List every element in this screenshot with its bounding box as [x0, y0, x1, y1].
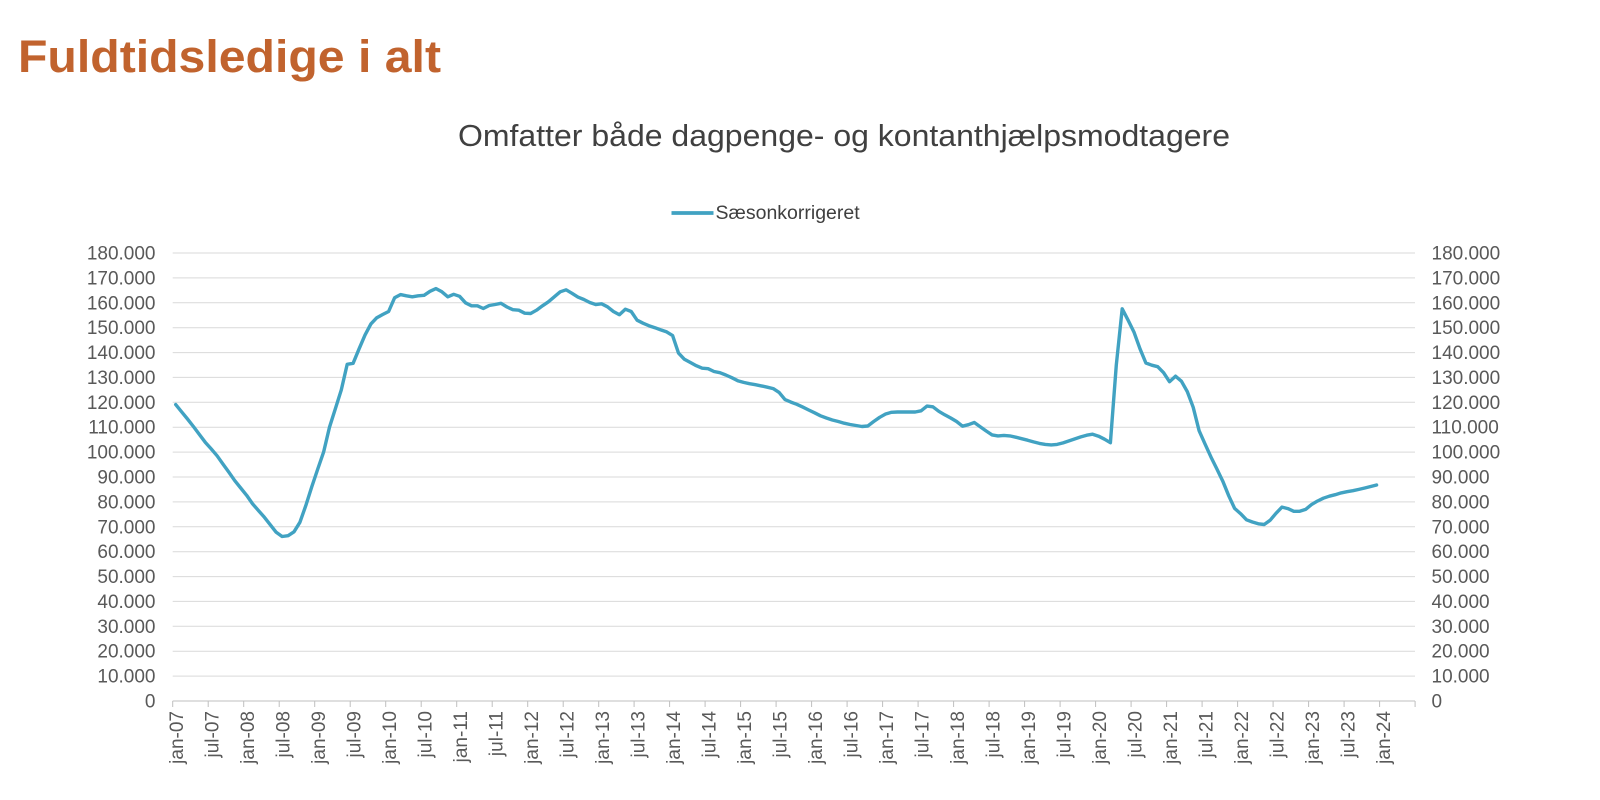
- svg-text:jan-11: jan-11: [451, 711, 472, 763]
- svg-text:jan-24: jan-24: [1374, 711, 1395, 765]
- svg-text:jan-12: jan-12: [522, 711, 543, 765]
- svg-text:50.000: 50.000: [97, 567, 155, 588]
- svg-text:40.000: 40.000: [1432, 592, 1490, 613]
- svg-text:Fuldtidsledige i alt: Fuldtidsledige i alt: [18, 31, 441, 82]
- svg-text:90.000: 90.000: [1432, 468, 1490, 489]
- svg-text:20.000: 20.000: [97, 642, 155, 663]
- svg-text:jan-21: jan-21: [1161, 711, 1182, 765]
- svg-text:120.000: 120.000: [87, 393, 156, 414]
- svg-text:jul-18: jul-18: [984, 711, 1005, 758]
- svg-text:jul-07: jul-07: [203, 711, 224, 758]
- svg-text:jul-21: jul-21: [1197, 711, 1218, 758]
- svg-text:140.000: 140.000: [87, 343, 156, 364]
- svg-text:10.000: 10.000: [97, 667, 155, 688]
- svg-text:jul-17: jul-17: [913, 711, 934, 758]
- svg-text:180.000: 180.000: [1432, 244, 1501, 265]
- svg-text:jan-08: jan-08: [238, 711, 259, 765]
- svg-text:jan-13: jan-13: [593, 711, 614, 765]
- svg-text:50.000: 50.000: [1432, 567, 1490, 588]
- svg-text:jan-19: jan-19: [1019, 711, 1040, 765]
- svg-text:170.000: 170.000: [87, 268, 156, 289]
- svg-text:jan-22: jan-22: [1232, 711, 1253, 765]
- svg-text:jul-20: jul-20: [1126, 711, 1147, 758]
- svg-text:jan-16: jan-16: [806, 711, 827, 765]
- svg-text:60.000: 60.000: [97, 542, 155, 563]
- svg-text:jul-23: jul-23: [1339, 711, 1360, 758]
- svg-text:jan-17: jan-17: [877, 711, 898, 765]
- svg-text:jan-18: jan-18: [948, 711, 969, 765]
- svg-text:jan-15: jan-15: [735, 711, 756, 765]
- svg-text:jul-08: jul-08: [274, 711, 295, 758]
- svg-text:140.000: 140.000: [1432, 343, 1501, 364]
- svg-text:130.000: 130.000: [87, 368, 156, 389]
- svg-text:120.000: 120.000: [1432, 393, 1501, 414]
- svg-text:jan-14: jan-14: [664, 711, 685, 765]
- svg-text:jul-16: jul-16: [842, 711, 863, 758]
- svg-text:100.000: 100.000: [87, 443, 156, 464]
- svg-text:40.000: 40.000: [97, 592, 155, 613]
- svg-text:jan-23: jan-23: [1303, 711, 1324, 765]
- svg-text:130.000: 130.000: [1432, 368, 1501, 389]
- svg-text:170.000: 170.000: [1432, 268, 1501, 289]
- svg-text:jan-09: jan-09: [309, 711, 330, 765]
- svg-text:jul-10: jul-10: [416, 711, 437, 758]
- svg-text:jul-09: jul-09: [345, 711, 366, 758]
- svg-text:jul-12: jul-12: [558, 711, 579, 758]
- svg-text:150.000: 150.000: [1432, 318, 1501, 339]
- svg-text:jul-19: jul-19: [1055, 711, 1076, 758]
- svg-text:0: 0: [1432, 692, 1443, 713]
- svg-text:30.000: 30.000: [1432, 617, 1490, 638]
- svg-text:30.000: 30.000: [97, 617, 155, 638]
- svg-text:jul-14: jul-14: [700, 711, 721, 759]
- svg-text:70.000: 70.000: [1432, 517, 1490, 538]
- svg-text:80.000: 80.000: [1432, 492, 1490, 513]
- svg-text:100.000: 100.000: [1432, 443, 1501, 464]
- svg-text:80.000: 80.000: [97, 492, 155, 513]
- svg-text:jan-20: jan-20: [1090, 711, 1111, 765]
- svg-text:jan-10: jan-10: [380, 711, 401, 765]
- svg-text:110.000: 110.000: [1432, 418, 1499, 439]
- svg-text:jul-22: jul-22: [1268, 711, 1289, 758]
- svg-text:0: 0: [145, 692, 156, 713]
- svg-text:70.000: 70.000: [97, 517, 155, 538]
- svg-text:110.000: 110.000: [88, 418, 155, 439]
- svg-text:jan-07: jan-07: [167, 711, 188, 765]
- svg-text:60.000: 60.000: [1432, 542, 1490, 563]
- svg-text:90.000: 90.000: [97, 468, 155, 489]
- svg-text:Sæsonkorrigeret: Sæsonkorrigeret: [716, 202, 861, 224]
- svg-text:20.000: 20.000: [1432, 642, 1490, 663]
- svg-text:160.000: 160.000: [1432, 293, 1501, 314]
- svg-text:jul-13: jul-13: [629, 711, 650, 758]
- svg-text:jul-15: jul-15: [771, 711, 792, 758]
- svg-text:160.000: 160.000: [87, 293, 156, 314]
- svg-text:Omfatter både dagpenge- og kon: Omfatter både dagpenge- og kontanthjælps…: [458, 118, 1230, 153]
- svg-text:jul-11: jul-11: [487, 711, 508, 757]
- svg-text:10.000: 10.000: [1432, 667, 1490, 688]
- svg-text:150.000: 150.000: [87, 318, 156, 339]
- svg-text:180.000: 180.000: [87, 244, 156, 265]
